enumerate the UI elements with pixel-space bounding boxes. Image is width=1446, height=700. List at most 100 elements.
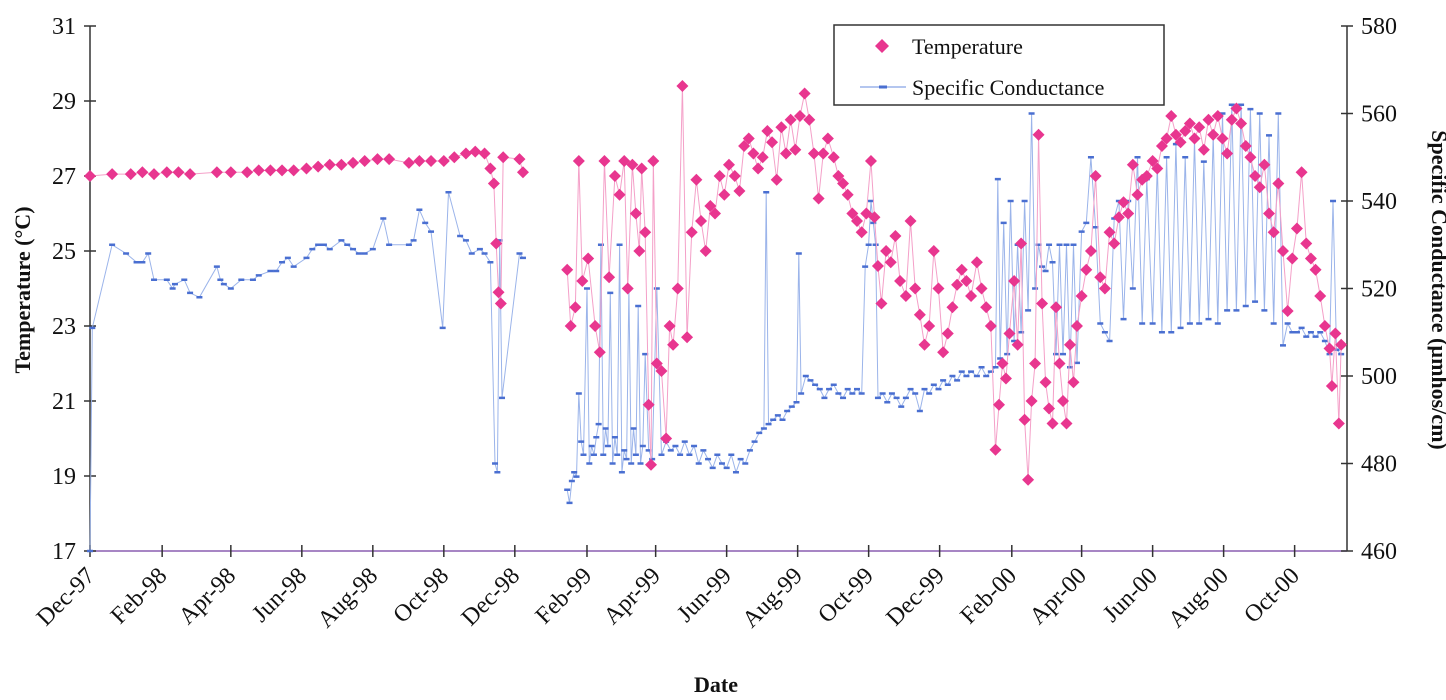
temperature-point [984, 320, 997, 332]
temperature-point [999, 372, 1012, 385]
temperature-point [1179, 125, 1192, 137]
temperature-point [970, 256, 983, 269]
temperature-point [868, 211, 881, 224]
temperature-point [492, 286, 505, 299]
temperature-connector [599, 160, 605, 353]
temperature-connector [1008, 280, 1015, 334]
temperature-point [761, 125, 774, 137]
temperature-connector [998, 363, 1003, 405]
temperature-point [812, 192, 825, 205]
temperature-point [1108, 237, 1121, 250]
temperature-point [564, 320, 577, 332]
temperature-point [413, 155, 426, 167]
temperature-point [1084, 245, 1097, 257]
temperature-connector [870, 160, 875, 218]
x-tick-label: Oct-99 [813, 563, 879, 629]
temperature-connector [1066, 344, 1071, 424]
temperature-point [904, 215, 917, 227]
legend-box [833, 24, 1165, 106]
temperature-point [1221, 147, 1234, 160]
temperature-point [1011, 338, 1024, 351]
temperature-point [728, 170, 741, 182]
temperature-point [980, 301, 993, 314]
temperature-point [889, 230, 902, 242]
temperature-point [775, 121, 788, 134]
temperature-point [1075, 290, 1088, 302]
temperature-series [84, 80, 1348, 486]
temperature-connector [714, 175, 721, 214]
temperature-point [172, 166, 185, 179]
temperature-point [300, 162, 313, 175]
temperature-point [160, 166, 173, 179]
x-tick-label: Jun-00 [1098, 563, 1163, 628]
temperature-point [894, 275, 907, 287]
temperature-connector [1069, 344, 1074, 383]
temperature-connector [574, 160, 580, 308]
temperature-point [747, 147, 760, 160]
temperature-connector [1024, 419, 1029, 480]
temperature-connector [937, 288, 944, 353]
temperature-point [402, 156, 415, 169]
temperature-point [685, 226, 698, 239]
temperature-point [358, 155, 371, 167]
x-tick-label: Dec-99 [882, 563, 950, 631]
temperature-point [899, 290, 912, 302]
x-tick-label: Jun-98 [247, 563, 312, 628]
temperature-connector [1038, 134, 1043, 304]
temperature-point [148, 168, 161, 181]
x-axis-title: Date [694, 672, 738, 697]
temperature-point [1039, 376, 1052, 389]
temperature-point [960, 275, 973, 287]
temperature-point [593, 346, 606, 359]
temperature-point [851, 215, 864, 227]
temperature-point [718, 188, 731, 201]
temperature-connector [1041, 303, 1047, 383]
temperature-connector [1329, 348, 1333, 387]
temperature-point [84, 170, 96, 182]
temperature-point [1112, 211, 1125, 224]
temperature-point [992, 398, 1005, 411]
temperature-point [722, 158, 735, 171]
temperature-point [490, 237, 503, 250]
temperature-point [1244, 151, 1257, 164]
temperature-point [1151, 162, 1164, 175]
temperature-connector [995, 404, 1000, 450]
temperature-point [621, 282, 634, 295]
y-left-tick-label: 19 [52, 464, 76, 490]
temperature-point [1225, 113, 1238, 126]
temperature-point [626, 158, 639, 171]
temperature-connector [1338, 344, 1342, 424]
temperature-point [1057, 395, 1070, 407]
temperature-point [264, 164, 277, 177]
temperature-point [798, 87, 811, 100]
temperature-point [803, 113, 816, 126]
temperature-point [608, 170, 621, 182]
temperature-point [738, 140, 751, 152]
legend: Temperature Specific Conductance [833, 24, 1165, 106]
temperature-point [690, 173, 703, 186]
temperature-point [484, 162, 497, 175]
temperature-point [1089, 170, 1102, 182]
temperature-connector [1273, 183, 1279, 233]
temperature-point [469, 145, 482, 158]
temperature-connector [933, 250, 939, 289]
temperature-point [1230, 102, 1243, 115]
temperature-point [603, 271, 616, 284]
temperature-point [1323, 342, 1336, 355]
temperature-connector [928, 250, 935, 327]
temperature-connector [771, 142, 778, 180]
temperature-point [1117, 196, 1130, 209]
legend-temperature-label: Temperature [912, 34, 1023, 59]
y-right-tick-label: 480 [1361, 452, 1397, 478]
temperature-point [927, 245, 940, 257]
y-left-tick-label: 23 [52, 314, 76, 340]
temperature-point [1032, 128, 1045, 141]
temperature-point [660, 432, 673, 445]
legend-conductance-label: Specific Conductance [912, 75, 1104, 100]
temperature-point [241, 166, 254, 179]
temperature-connector [691, 179, 697, 233]
temperature-connector [894, 235, 901, 282]
temperature-point [832, 170, 845, 182]
temperature-point [789, 143, 802, 156]
temperature-point [589, 320, 602, 332]
